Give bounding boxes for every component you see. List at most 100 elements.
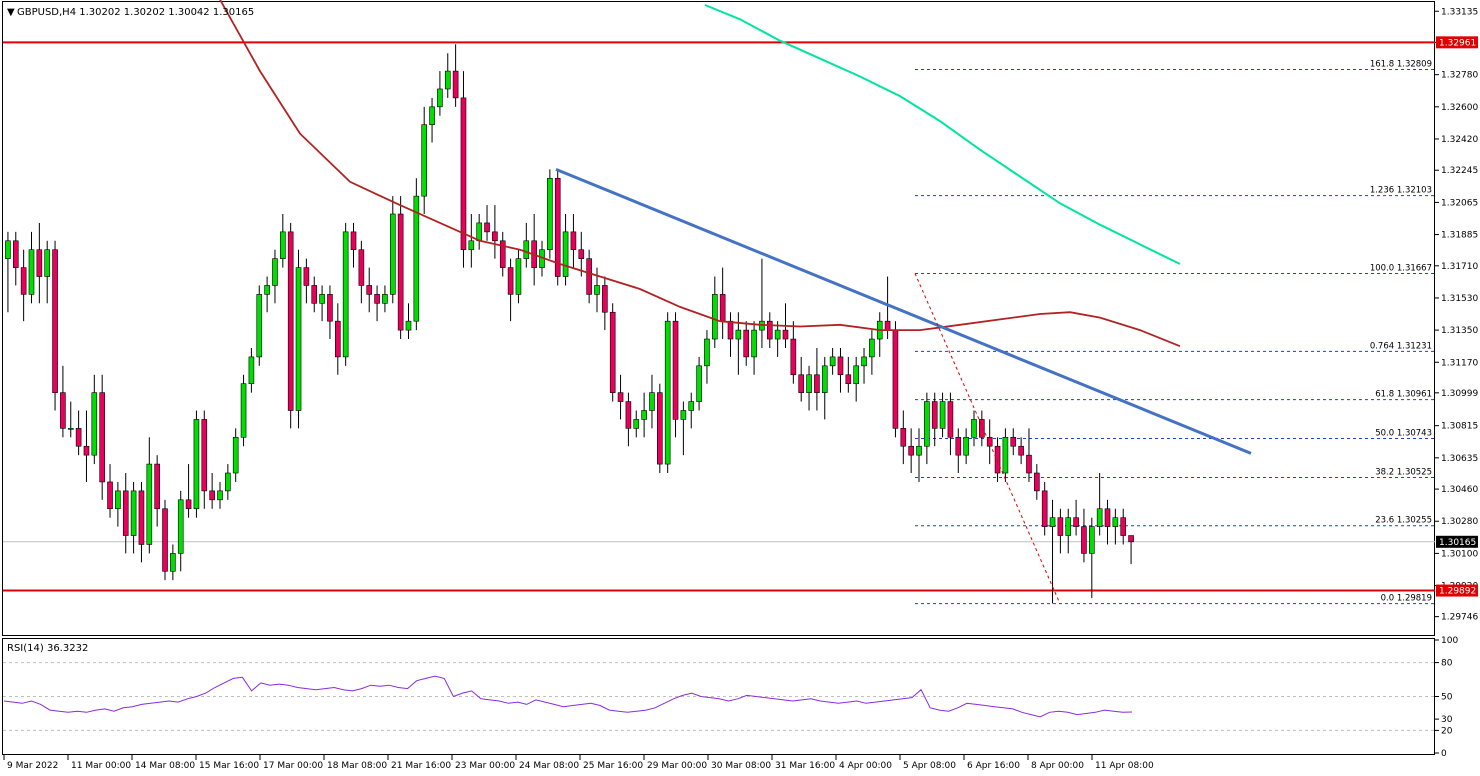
candle — [28, 231, 35, 304]
candle-body — [248, 356, 255, 385]
candle — [358, 240, 365, 304]
candle-body — [609, 311, 616, 393]
candle — [1128, 535, 1134, 565]
candle-body — [460, 97, 467, 251]
candle — [437, 71, 443, 116]
candle-body — [680, 410, 687, 420]
candle — [122, 473, 129, 554]
candle-body — [5, 240, 11, 259]
candle-body — [476, 222, 482, 242]
candle — [696, 356, 702, 411]
candle-body — [1112, 517, 1119, 527]
candle-body — [327, 294, 333, 322]
candle-body — [185, 499, 192, 510]
candle-body — [154, 463, 160, 510]
candle-body — [1041, 490, 1048, 527]
candle-body — [452, 70, 459, 99]
candle-body — [1073, 517, 1079, 527]
candle — [633, 410, 640, 438]
candle — [311, 276, 318, 313]
y-tick-label: 1.30635 — [1441, 454, 1478, 464]
candle-body — [751, 329, 757, 358]
y-tick-label: 1.31710 — [1441, 262, 1478, 272]
price-axis[interactable]: 1.33135 1.32961 1.32780 1.32600 1.32420 1.322… — [1435, 7, 1478, 623]
ma-fast-line — [219, 0, 1181, 348]
candle — [680, 401, 687, 456]
candle — [232, 428, 239, 482]
candle-body — [335, 320, 341, 358]
candle-body — [1096, 508, 1103, 527]
rsi-pane[interactable]: 100 80 50 3020 0 — [3, 636, 1458, 759]
candle — [869, 330, 875, 375]
candle — [264, 276, 270, 313]
x-tick-label: 21 Mar 16:00 — [391, 761, 451, 771]
candle — [845, 356, 852, 393]
candle-body — [664, 320, 671, 465]
candle-body — [861, 356, 867, 367]
candle-body — [774, 329, 781, 340]
candle — [625, 392, 632, 447]
candle-body — [91, 392, 98, 456]
x-tick-label: 9 Mar 2022 — [7, 761, 58, 771]
symbol-info: GBPUSD,H4 1.30202 1.30202 1.30042 1.3016… — [17, 7, 254, 18]
trendlines[interactable] — [555, 167, 1252, 604]
rsi-line — [3, 675, 1133, 718]
candle-body — [492, 231, 498, 242]
candle-body — [649, 392, 655, 411]
candle — [1065, 508, 1072, 554]
candle-body — [44, 249, 50, 277]
candle-body — [547, 177, 553, 251]
candle-body — [162, 508, 168, 572]
horizontal-levels[interactable] — [3, 41, 1435, 592]
candle — [657, 383, 663, 474]
candle-body — [232, 436, 239, 474]
x-tick-label: 11 Mar 00:00 — [71, 761, 131, 771]
candle-body — [225, 472, 231, 492]
candle — [335, 303, 341, 375]
candle-body — [146, 463, 153, 545]
candle-body — [1002, 436, 1009, 474]
candle-body — [916, 445, 922, 456]
candle-body — [1034, 472, 1040, 492]
candle-body — [562, 231, 569, 277]
candle-body — [727, 320, 734, 340]
candle — [201, 410, 208, 509]
candle-body — [633, 419, 640, 429]
candle — [515, 249, 522, 304]
candle — [1089, 517, 1095, 599]
candle-body — [1026, 454, 1032, 474]
candle-body — [287, 231, 294, 411]
main-pane[interactable]: 161.8 1.32809 1.236 1.32103 100.0 1.31667 0… — [3, 0, 1435, 605]
candle — [389, 196, 396, 304]
candle-body — [900, 428, 907, 447]
candle-body — [374, 294, 380, 304]
x-tick-label: 11 Apr 08:00 — [1095, 761, 1154, 771]
header-arrow-icon[interactable]: ▼ — [7, 7, 15, 18]
candle-body — [382, 294, 388, 304]
candle — [531, 214, 537, 286]
candle — [240, 374, 247, 447]
candle-body — [366, 285, 373, 295]
candle-body — [115, 490, 121, 510]
candle — [319, 285, 325, 322]
candle — [1120, 508, 1127, 545]
candle — [751, 321, 757, 375]
candle — [452, 44, 459, 107]
candle — [798, 356, 804, 402]
candle — [672, 312, 679, 438]
candle-body — [853, 365, 859, 385]
candle — [170, 544, 176, 581]
candle — [327, 285, 333, 340]
x-tick-label: 4 Apr 00:00 — [839, 761, 892, 771]
y-tick-label: 1.33135 — [1441, 7, 1478, 17]
candle-body — [971, 419, 977, 438]
rsi-tick-label: 100 — [1441, 636, 1458, 646]
candle — [1081, 508, 1087, 563]
candle — [91, 374, 98, 465]
candle-body — [939, 401, 946, 429]
candle-body — [36, 249, 43, 277]
candle-body — [924, 401, 930, 447]
candle — [986, 419, 993, 465]
candle — [382, 285, 388, 313]
